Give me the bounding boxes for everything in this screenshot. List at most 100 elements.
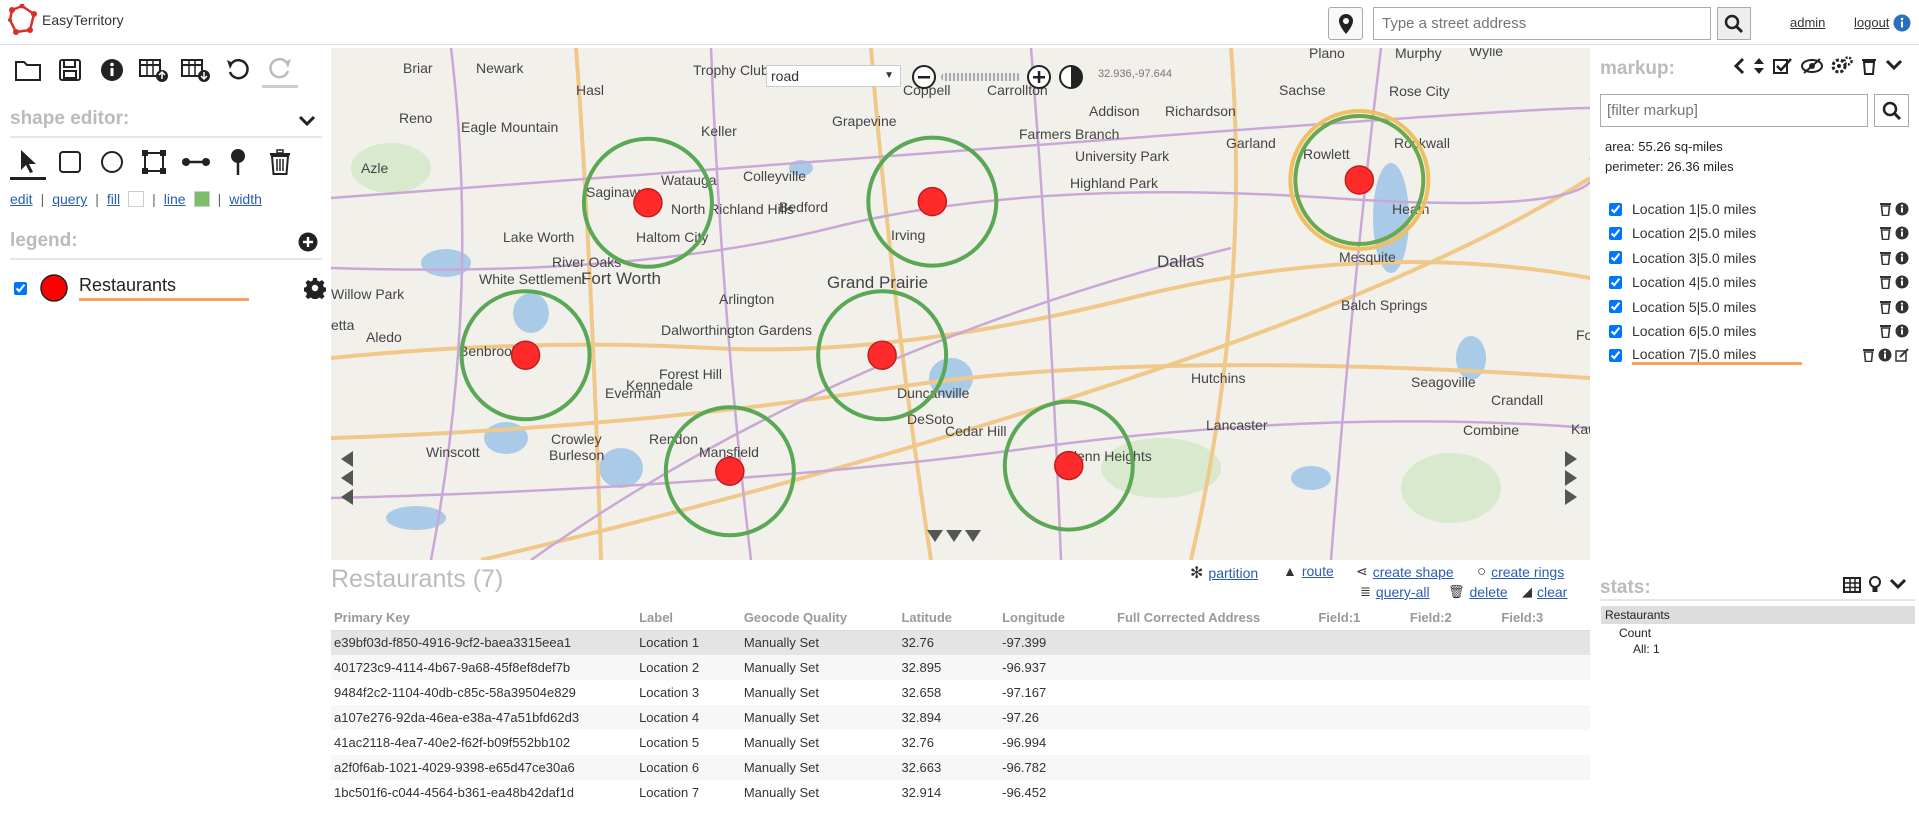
markup-item[interactable]: Location 6|5.0 miles [1609, 320, 1909, 342]
trash-icon[interactable] [1879, 202, 1892, 216]
route-action[interactable]: ▲ route [1283, 563, 1334, 579]
map-canvas[interactable]: Plano Murphy Wylie Briar Newark Trophy Club Co… [331, 48, 1590, 560]
settings-icon[interactable] [1831, 56, 1853, 76]
table-row[interactable]: 9484f2c2-1104-40db-c85c-58a39504e829 Loca… [331, 680, 1590, 705]
column-header[interactable]: Full Corrected Address [1114, 605, 1316, 631]
trash-icon[interactable] [1862, 348, 1875, 363]
table-row[interactable]: 1bc501f6-c044-4564-b361-ea48b42daf1d Loca… [331, 780, 1590, 805]
trash-icon[interactable] [1879, 300, 1892, 314]
table-row[interactable]: 41ac2118-4ea7-40e2-f62f-b09f552bb102 Loca… [331, 730, 1590, 755]
address-search-button[interactable] [1717, 7, 1751, 40]
pan-left-control[interactable] [341, 451, 353, 505]
column-header[interactable]: Field:2 [1406, 605, 1499, 631]
logout-link[interactable]: logout [1854, 15, 1890, 30]
redo-button[interactable] [262, 52, 298, 88]
gear-icon[interactable] [304, 277, 326, 299]
map-type-select[interactable]: road ▼ [766, 65, 901, 87]
map-view[interactable]: Plano Murphy Wylie Briar Newark Trophy Club Co… [331, 48, 1590, 560]
column-header[interactable]: Longitude [999, 605, 1115, 631]
save-button[interactable] [52, 52, 88, 88]
zoom-out-icon[interactable] [911, 64, 937, 90]
create-rings-action[interactable]: ○ create rings [1477, 563, 1564, 580]
create-rings-link[interactable]: create rings [1491, 563, 1565, 580]
width-link[interactable]: width [229, 191, 262, 207]
markup-item[interactable]: Location 2|5.0 miles [1609, 222, 1909, 244]
query-all-link[interactable]: query-all [1375, 584, 1430, 600]
column-header[interactable]: Geocode Quality [740, 605, 899, 631]
markup-visibility-checkbox[interactable] [1609, 300, 1622, 314]
pin-tool[interactable] [220, 144, 256, 180]
clear-action[interactable]: ◢ clear [1522, 584, 1567, 600]
edit-link[interactable]: edit [10, 191, 33, 207]
circle-tool[interactable] [94, 144, 130, 180]
route-link[interactable]: route [1301, 563, 1334, 579]
stats-count-label[interactable]: Count [1619, 626, 1652, 640]
legend-item-restaurants[interactable]: Restaurants [14, 273, 326, 303]
trash-icon[interactable] [1861, 57, 1877, 75]
markup-visibility-checkbox[interactable] [1609, 324, 1622, 338]
contrast-icon[interactable] [1058, 64, 1084, 90]
info-icon[interactable] [1893, 14, 1911, 32]
table-icon[interactable] [1843, 577, 1861, 593]
locate-button[interactable] [1328, 7, 1363, 40]
trash-icon[interactable] [1879, 226, 1892, 241]
markup-item[interactable]: Location 7|5.0 miles [1609, 344, 1909, 366]
edit-icon[interactable] [1895, 348, 1909, 363]
fill-link[interactable]: fill [106, 191, 121, 207]
trash-icon[interactable] [1879, 275, 1892, 290]
create-shape-link[interactable]: create shape [1372, 563, 1454, 580]
address-search-input[interactable] [1373, 7, 1711, 40]
markup-filter-input[interactable] [1600, 94, 1868, 127]
rectangle-tool[interactable] [52, 144, 88, 180]
line-swatch[interactable] [193, 191, 210, 207]
markup-item[interactable]: Location 3|5.0 miles [1609, 247, 1909, 269]
restaurant-marker[interactable] [510, 340, 541, 370]
restaurant-marker[interactable] [1054, 450, 1084, 481]
check-all-icon[interactable] [1773, 57, 1793, 75]
buffer-ring[interactable] [581, 136, 714, 269]
undo-button[interactable] [220, 52, 256, 88]
column-header[interactable]: Primary Key [331, 605, 637, 631]
markup-visibility-checkbox[interactable] [1609, 348, 1622, 362]
pan-right-control[interactable] [1565, 451, 1577, 505]
info-icon[interactable] [1878, 348, 1892, 362]
restaurant-marker[interactable] [715, 456, 745, 487]
partition-action[interactable]: ✻ partition [1190, 563, 1258, 583]
restaurant-marker[interactable] [633, 187, 663, 218]
buffer-ring[interactable] [663, 405, 796, 538]
restaurant-marker[interactable] [1344, 165, 1375, 195]
buffer-ring[interactable] [816, 289, 949, 422]
delete-link[interactable]: delete [1469, 584, 1508, 600]
visibility-off-icon[interactable] [1801, 57, 1823, 75]
restaurant-marker[interactable] [917, 186, 948, 217]
info-icon[interactable] [1895, 226, 1909, 240]
download-table-button[interactable] [178, 52, 214, 88]
legend-visibility-checkbox[interactable] [14, 281, 27, 295]
info-icon[interactable] [1895, 275, 1909, 289]
zoom-in-icon[interactable] [1026, 64, 1052, 90]
table-row[interactable]: a107e276-92da-46ea-e38a-47a51bfd62d3 Loca… [331, 705, 1590, 730]
app-logo[interactable]: EasyTerritory [8, 4, 124, 36]
info-icon[interactable] [1895, 251, 1909, 265]
markup-item[interactable]: Location 5|5.0 miles [1609, 296, 1909, 318]
stats-group[interactable]: Restaurants [1601, 606, 1915, 624]
zoom-slider[interactable] [941, 73, 1021, 81]
sort-icon[interactable] [1753, 57, 1765, 75]
info-icon[interactable] [1895, 324, 1909, 338]
line-link[interactable]: line [163, 191, 186, 207]
query-link[interactable]: query [52, 191, 88, 207]
info-icon[interactable] [1895, 202, 1909, 216]
trash-icon[interactable] [1879, 324, 1892, 338]
create-shape-action[interactable]: ⋖ create shape [1356, 563, 1454, 580]
pan-down-control[interactable] [927, 530, 981, 542]
column-header[interactable]: Field:3 [1498, 605, 1590, 631]
fill-swatch[interactable] [128, 191, 145, 207]
column-header[interactable]: Latitude [898, 605, 1000, 631]
table-row[interactable]: e39bf03d-f850-4916-9cf2-baea3315eea1 Loca… [331, 630, 1590, 655]
markup-item[interactable]: Location 4|5.0 miles [1609, 271, 1909, 293]
markup-visibility-checkbox[interactable] [1609, 275, 1622, 289]
column-header[interactable]: Field:1 [1315, 605, 1407, 631]
chevron-left-icon[interactable] [1733, 57, 1745, 75]
info-icon[interactable] [1895, 300, 1909, 314]
open-button[interactable] [10, 52, 46, 88]
